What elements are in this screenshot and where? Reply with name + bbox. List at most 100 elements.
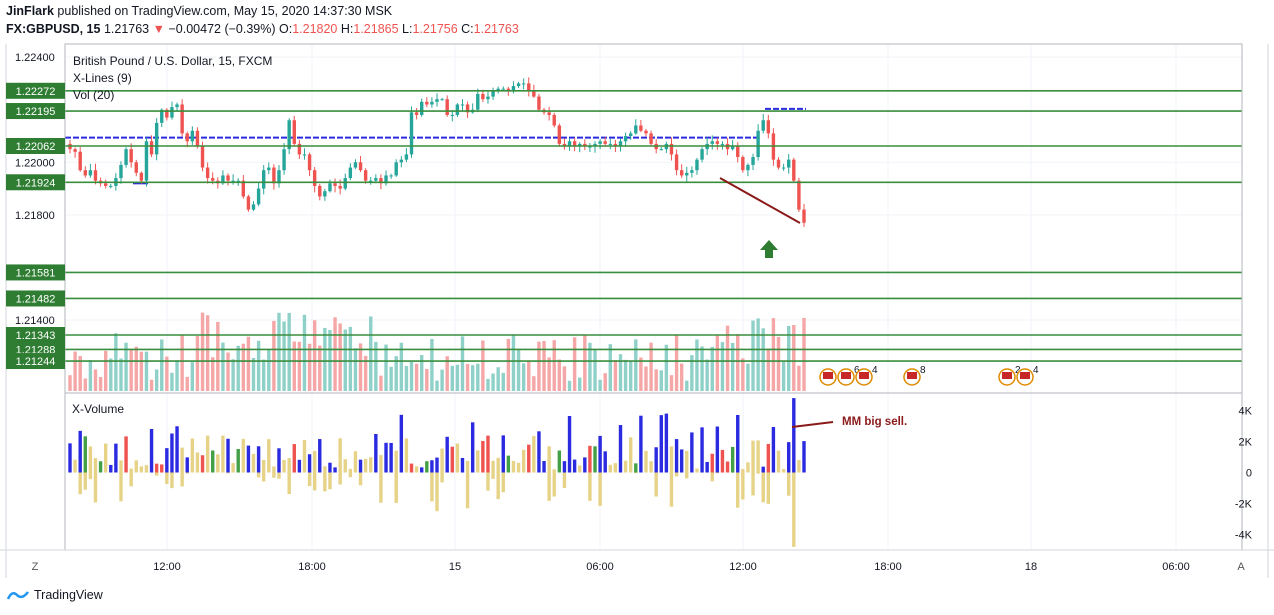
xvolume-bar	[511, 460, 516, 473]
xvolume-bar-negative	[435, 472, 439, 512]
xvolume-title: X-Volume	[72, 402, 124, 416]
candle-body	[516, 83, 521, 87]
candle-body	[144, 141, 149, 181]
volume-bar	[246, 336, 251, 391]
candle-body	[751, 157, 755, 165]
xvolume-bar	[307, 454, 312, 473]
tradingview-logo-icon	[6, 591, 29, 600]
volume-bar	[700, 346, 704, 391]
volume-bar	[542, 341, 546, 391]
volume-bar	[302, 314, 307, 391]
level-tag-label: 1.21482	[16, 293, 56, 305]
candle-body	[527, 83, 531, 92]
xvolume-bar	[73, 459, 77, 473]
candle-body	[679, 170, 684, 176]
volume-bar	[241, 343, 246, 391]
event-icons[interactable]: 6 4 8 2 4	[819, 365, 1039, 386]
xvolume-bar	[720, 449, 725, 473]
candle-body	[669, 143, 674, 155]
level-tags: 1.22272 1.22195 1.22062 1.21924 1.21581 1.214…	[6, 82, 65, 370]
legend-xlines[interactable]: X-Lines (9)	[73, 71, 132, 85]
z-button-label[interactable]: Z	[32, 561, 39, 573]
candle-body	[154, 122, 159, 155]
candle-body	[170, 107, 174, 118]
xvolume-bar-negative	[634, 472, 638, 474]
xvolume-bar-negative	[654, 472, 658, 497]
xvolume-bar	[572, 459, 577, 473]
xvolume-bar	[557, 450, 562, 473]
xvolume-axis[interactable]: 4K 2K 0 -2K -4K	[1235, 406, 1253, 542]
event-count: 2	[1015, 365, 1021, 376]
footer-brand[interactable]: TradingView	[6, 588, 103, 602]
candle-body	[307, 154, 312, 171]
last-price: 1.21763	[103, 22, 150, 36]
xvolume-bar-negative	[496, 472, 500, 500]
level-tag	[6, 103, 65, 120]
candle-body	[287, 120, 291, 150]
candle-body	[261, 170, 266, 189]
xvolume-bar-negative	[287, 472, 291, 495]
candle-body	[440, 99, 444, 101]
xvolume-bar	[628, 437, 633, 473]
xvolume-bar	[496, 457, 500, 473]
volume-bar	[547, 357, 551, 391]
candle-body	[353, 162, 358, 168]
volume-bar	[251, 357, 256, 391]
xvolume-bar	[654, 447, 658, 473]
volume-bar	[746, 363, 750, 391]
volume-bar	[154, 369, 159, 391]
candle-body	[639, 125, 643, 131]
candle-body	[384, 175, 388, 184]
legend-vol[interactable]: Vol (20)	[73, 88, 114, 102]
a-button[interactable]	[1230, 556, 1252, 576]
xvolume-bar	[323, 466, 327, 473]
candle-body	[603, 141, 607, 144]
xvolume-bar-negative	[226, 472, 230, 474]
volume-bar	[618, 354, 623, 391]
xvolume-bar	[588, 445, 592, 473]
level-tag-label: 1.22062	[16, 141, 56, 153]
xvolume-bar	[394, 450, 398, 473]
volume-bar	[312, 320, 317, 391]
xvolume-bar	[119, 460, 123, 473]
candle-body	[741, 157, 745, 171]
candle-body	[251, 204, 256, 210]
xvolume-bar	[93, 458, 98, 473]
xvolume-bar	[766, 443, 771, 473]
candle-body	[756, 130, 760, 158]
z-button[interactable]	[24, 556, 46, 576]
xvolume-bar-negative	[88, 472, 93, 480]
volume-bar	[221, 342, 225, 391]
candle-body	[185, 133, 189, 142]
xvolume-bar	[205, 435, 210, 473]
volume-bar	[318, 345, 322, 391]
volume-bar	[287, 312, 291, 391]
a-button-label[interactable]: A	[1237, 561, 1245, 573]
xvolume-bar	[353, 451, 358, 473]
candle-body	[690, 170, 694, 173]
time-axis[interactable]: 12:00 18:00 15 06:00 12:00 18:00 18 06:00	[153, 561, 1190, 573]
xvolume-bar-negative	[277, 472, 281, 479]
candle-body	[736, 146, 740, 158]
xvolume-bar-negative	[165, 472, 169, 484]
candle-body	[103, 183, 108, 186]
xvolume-bar	[593, 446, 597, 473]
author-name[interactable]: JinFlark	[6, 4, 54, 18]
volume-bar	[420, 355, 424, 391]
time-tick-label: 15	[449, 561, 461, 573]
volume-bar	[307, 343, 312, 391]
xvolume-bar	[730, 446, 735, 473]
candle-body	[236, 180, 240, 182]
xvolume-bar	[272, 466, 276, 473]
xvolume-bar-negative	[669, 472, 674, 507]
candle-body	[175, 104, 179, 108]
candle-body	[435, 99, 439, 102]
xvolume-bar	[216, 454, 220, 473]
xvolume-bar	[705, 461, 709, 473]
volume-bar	[404, 365, 409, 391]
xvolume-bar-negative	[338, 472, 342, 485]
xvolume-bar	[399, 414, 404, 473]
xvolume-bar	[460, 457, 465, 473]
price-axis[interactable]: 1.22400 1.22000 1.21800 1.21400	[15, 52, 55, 327]
